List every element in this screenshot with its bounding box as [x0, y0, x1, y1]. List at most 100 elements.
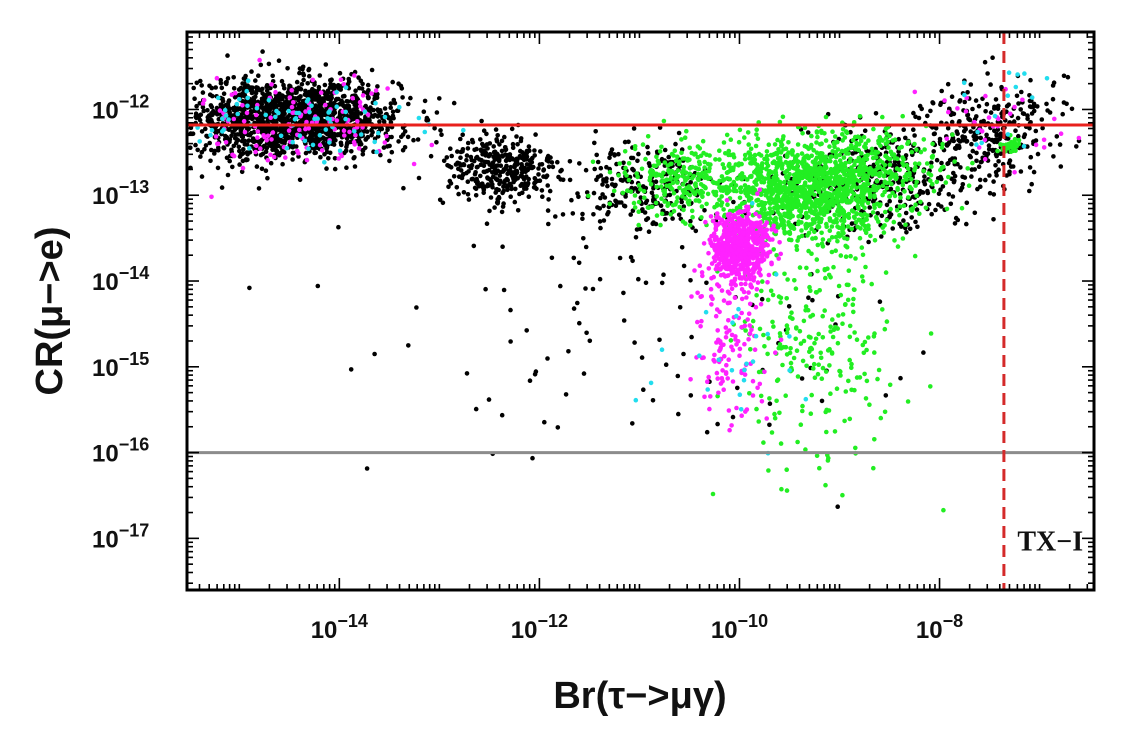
- point: [739, 201, 745, 206]
- point: [850, 302, 856, 308]
- point: [845, 224, 851, 229]
- point: [897, 204, 903, 209]
- point: [873, 111, 879, 116]
- point: [560, 212, 566, 217]
- point: [795, 142, 801, 147]
- point: [949, 119, 955, 125]
- point: [261, 127, 267, 132]
- point: [225, 172, 231, 178]
- point: [549, 255, 555, 261]
- point: [756, 151, 762, 157]
- point: [478, 173, 483, 179]
- point: [636, 182, 642, 188]
- point: [612, 153, 617, 158]
- point: [593, 129, 598, 134]
- point: [539, 188, 545, 193]
- point: [1039, 117, 1045, 122]
- point: [896, 136, 901, 142]
- point: [502, 145, 508, 150]
- point: [820, 237, 826, 242]
- point: [843, 243, 848, 249]
- point: [575, 300, 580, 306]
- point: [965, 166, 970, 171]
- point: [762, 344, 767, 349]
- point: [237, 148, 242, 154]
- point: [994, 173, 999, 178]
- point: [815, 268, 820, 274]
- point: [883, 136, 889, 141]
- point: [477, 157, 482, 162]
- point: [911, 127, 916, 132]
- point: [657, 337, 662, 343]
- point: [358, 111, 364, 116]
- point: [1061, 100, 1067, 105]
- point: [746, 142, 751, 147]
- point: [546, 221, 551, 227]
- point: [1061, 73, 1067, 79]
- point: [372, 351, 377, 357]
- point: [248, 102, 254, 108]
- point: [719, 174, 725, 179]
- point: [842, 195, 848, 200]
- point: [675, 373, 681, 379]
- point: [540, 194, 545, 199]
- point: [1051, 154, 1056, 159]
- point: [639, 355, 645, 360]
- point: [898, 195, 903, 200]
- point: [831, 327, 837, 333]
- point: [638, 187, 643, 192]
- point: [366, 95, 371, 101]
- point: [913, 114, 918, 120]
- point: [547, 188, 553, 194]
- point: [254, 164, 260, 169]
- point: [311, 109, 316, 115]
- point: [731, 199, 736, 205]
- point: [834, 216, 839, 222]
- point: [783, 344, 789, 350]
- point: [595, 205, 600, 210]
- point: [887, 198, 892, 204]
- point: [912, 253, 918, 259]
- point: [642, 210, 648, 215]
- point: [440, 200, 446, 206]
- point: [194, 80, 200, 86]
- point: [864, 378, 870, 384]
- point: [377, 108, 383, 113]
- point: [766, 468, 771, 473]
- point: [246, 138, 252, 143]
- point: [781, 205, 787, 210]
- point: [437, 96, 442, 101]
- point: [882, 209, 888, 215]
- point: [526, 194, 532, 199]
- point: [841, 188, 846, 193]
- point: [636, 209, 641, 214]
- point: [280, 128, 286, 134]
- point: [314, 139, 320, 145]
- point: [969, 141, 974, 147]
- point: [827, 144, 832, 149]
- point: [532, 181, 537, 186]
- point: [1009, 142, 1014, 147]
- point: [682, 156, 687, 161]
- point: [835, 209, 840, 214]
- point: [930, 181, 935, 187]
- point: [421, 109, 427, 114]
- point: [813, 200, 818, 206]
- point: [861, 134, 867, 140]
- point: [657, 125, 663, 130]
- point: [1015, 115, 1021, 121]
- point: [909, 149, 915, 155]
- point: [921, 350, 926, 355]
- point: [735, 385, 740, 391]
- point: [836, 231, 841, 236]
- point: [781, 226, 787, 231]
- point: [769, 192, 774, 197]
- point: [361, 118, 367, 124]
- point: [768, 201, 773, 206]
- point: [899, 144, 904, 150]
- point: [827, 181, 833, 187]
- point: [905, 166, 911, 172]
- point: [439, 132, 444, 137]
- point: [745, 130, 751, 135]
- point: [536, 166, 541, 171]
